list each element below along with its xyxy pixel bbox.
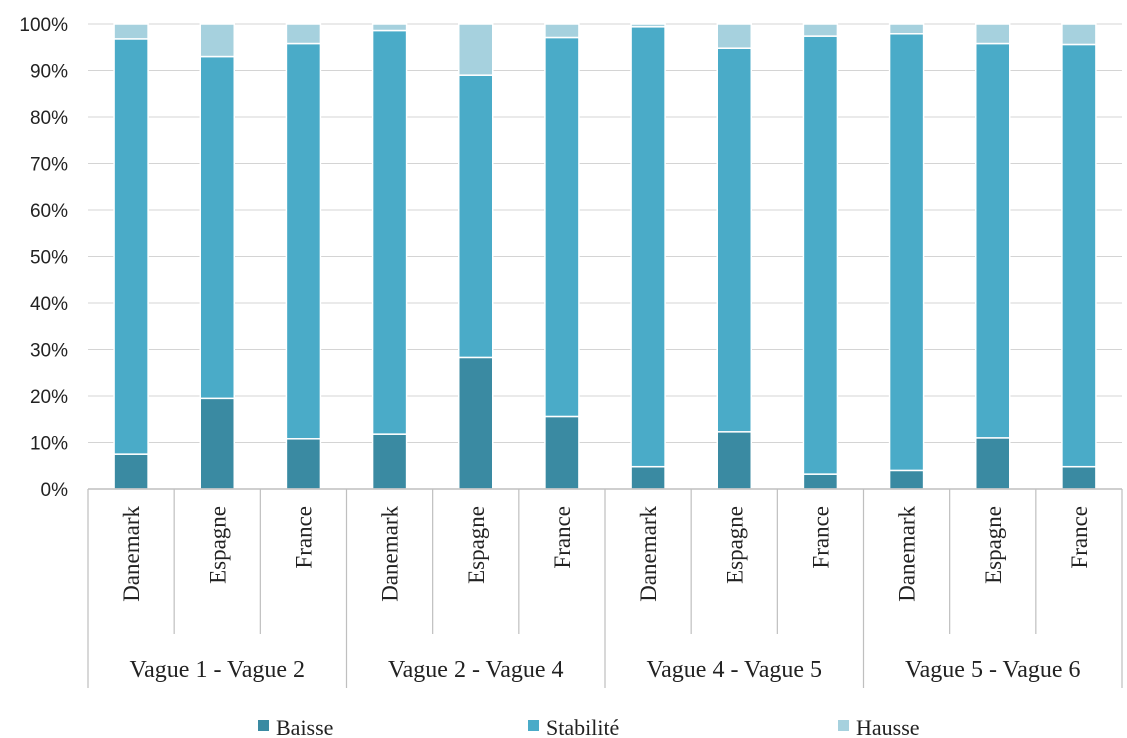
x-category-label: Danemark	[378, 506, 403, 602]
bar-segment-hausse	[199, 23, 235, 58]
bar-segment-baisse	[285, 438, 322, 490]
y-tick-label: 80%	[30, 108, 68, 129]
bar-segment-hausse	[113, 23, 149, 40]
bar-segment-baisse	[544, 415, 580, 490]
x-axis: Danemark Espagne France Danemark Espagne Fran…	[87, 488, 1123, 688]
bar-segment-stabilit-	[802, 35, 839, 475]
bar-segment-baisse	[199, 397, 235, 490]
y-tick-label: 10%	[30, 434, 68, 455]
x-category-label: Espagne	[205, 506, 230, 584]
x-group-label: Vague 1 - Vague 2	[129, 657, 305, 683]
bar-segment-baisse	[802, 473, 839, 490]
gridlines	[88, 23, 1122, 443]
bar-segment-stabilit-	[285, 42, 322, 440]
x-category-label: Espagne	[464, 506, 489, 584]
y-tick-label: 100%	[19, 15, 68, 36]
y-tick-label: 70%	[30, 155, 68, 176]
bar-segment-stabilit-	[716, 47, 752, 433]
x-group-label: Vague 2 - Vague 4	[388, 657, 564, 683]
bar-segment-stabilit-	[888, 33, 925, 472]
bar-segment-baisse	[630, 465, 666, 490]
x-category-label: France	[808, 506, 833, 569]
x-category-label: Danemark	[119, 506, 144, 602]
x-category-label: France	[1067, 506, 1092, 569]
bar-segment-baisse	[716, 431, 752, 490]
legend-swatch	[528, 720, 539, 731]
legend-label: Baisse	[276, 715, 333, 738]
x-category-label: Espagne	[722, 506, 747, 584]
bar-segment-hausse	[716, 23, 752, 49]
bar-segment-stabilit-	[199, 55, 235, 400]
x-category-label: Danemark	[895, 506, 920, 602]
bar-segment-baisse	[888, 469, 925, 490]
legend: Baisse Stabilité Hausse	[258, 715, 920, 738]
bar-segment-stabilit-	[371, 29, 408, 435]
y-tick-label: 50%	[30, 248, 68, 269]
bar-segment-stabilit-	[630, 26, 666, 468]
bar-segment-hausse	[285, 23, 322, 45]
y-tick-label: 0%	[41, 480, 69, 501]
bar-segment-baisse	[458, 356, 494, 490]
bar-segment-baisse	[371, 433, 408, 490]
y-tick-label: 30%	[30, 341, 68, 362]
y-tick-label: 90%	[30, 62, 68, 83]
bar-segment-baisse	[113, 453, 149, 490]
x-group-label: Vague 5 - Vague 6	[905, 657, 1081, 683]
x-category-label: France	[291, 506, 316, 569]
bar-segment-hausse	[975, 23, 1011, 45]
bars	[113, 23, 1097, 490]
bar-segment-baisse	[975, 437, 1011, 490]
legend-label: Stabilité	[546, 715, 619, 738]
bar-segment-hausse	[802, 23, 839, 37]
x-category-label: France	[550, 506, 575, 569]
legend-swatch	[258, 720, 269, 731]
x-category-label: Danemark	[636, 506, 661, 602]
bar-segment-hausse	[458, 23, 494, 76]
bar-segment-stabilit-	[544, 36, 580, 418]
bar-segment-stabilit-	[458, 74, 494, 359]
bar-segment-stabilit-	[1061, 43, 1097, 468]
y-tick-label: 20%	[30, 387, 68, 408]
y-tick-label: 40%	[30, 294, 68, 315]
bar-segment-hausse	[630, 23, 666, 28]
y-axis-ticks: 0% 10% 20% 30% 40% 50% 60% 70% 80% 90% 100%	[19, 15, 68, 501]
bar-segment-hausse	[544, 23, 580, 39]
bar-segment-baisse	[1061, 465, 1097, 490]
bar-segment-stabilit-	[975, 42, 1011, 439]
legend-item: Stabilité	[528, 715, 619, 738]
x-category-label: Espagne	[981, 506, 1006, 584]
bar-segment-hausse	[371, 23, 408, 32]
bar-segment-hausse	[888, 23, 925, 35]
bar-segment-hausse	[1061, 23, 1097, 46]
legend-item: Hausse	[838, 715, 920, 738]
legend-swatch	[838, 720, 849, 731]
bar-segment-stabilit-	[113, 38, 149, 455]
legend-item: Baisse	[258, 715, 333, 738]
y-tick-label: 60%	[30, 201, 68, 222]
x-group-label: Vague 4 - Vague 5	[646, 657, 822, 683]
legend-label: Hausse	[856, 715, 920, 738]
